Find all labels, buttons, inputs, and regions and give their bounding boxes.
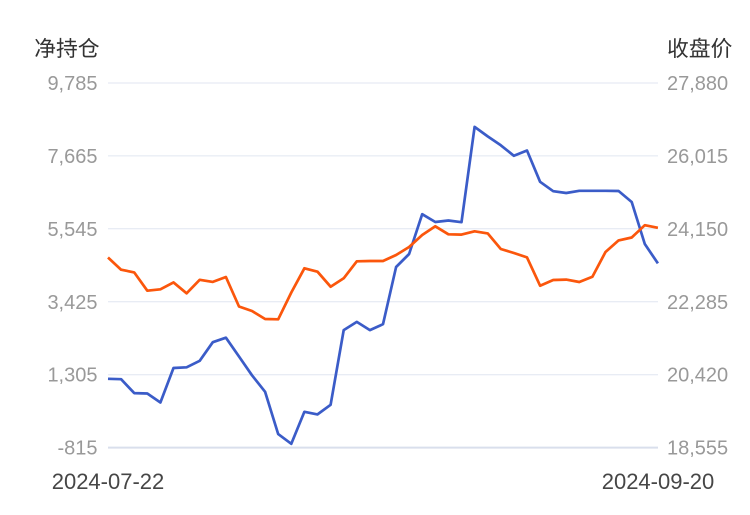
svg-text:24,150: 24,150 xyxy=(667,219,728,241)
svg-text:9,785: 9,785 xyxy=(47,73,97,95)
svg-text:3,425: 3,425 xyxy=(47,292,97,314)
svg-text:1,305: 1,305 xyxy=(47,365,97,387)
svg-text:2024-09-20: 2024-09-20 xyxy=(602,469,715,494)
svg-text:22,285: 22,285 xyxy=(667,292,728,314)
svg-text:26,015: 26,015 xyxy=(667,146,728,168)
svg-text:18,555: 18,555 xyxy=(667,438,728,460)
svg-text:20,420: 20,420 xyxy=(667,365,728,387)
svg-text:2024-07-22: 2024-07-22 xyxy=(52,469,165,494)
svg-text:5,545: 5,545 xyxy=(47,219,97,241)
svg-text:-815: -815 xyxy=(57,438,97,460)
svg-text:27,880: 27,880 xyxy=(667,73,728,95)
svg-text:7,665: 7,665 xyxy=(47,146,97,168)
